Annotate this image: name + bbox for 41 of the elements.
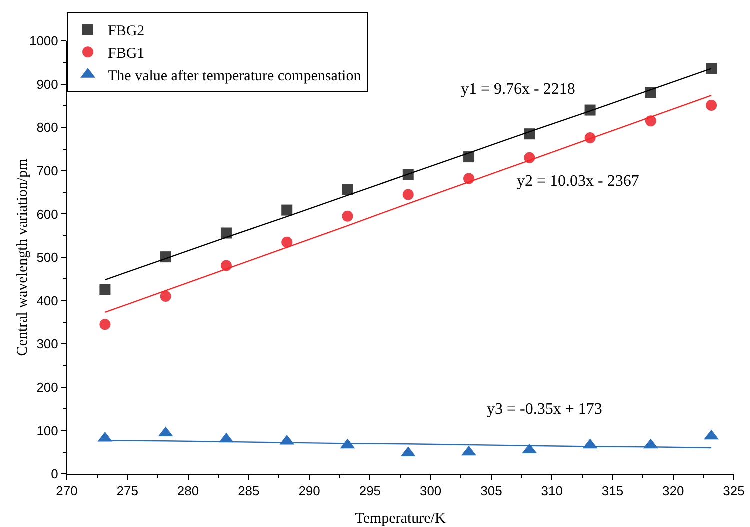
y-tick-label: 800	[36, 120, 58, 136]
y-tick-label: 600	[36, 206, 58, 222]
x-tick-label: 280	[177, 484, 200, 499]
x-tick-label: 290	[298, 484, 320, 499]
y-tick-label: 900	[36, 76, 58, 92]
x-axis-title: Temperature/K	[355, 511, 446, 527]
y-tick-label: 1000	[29, 34, 58, 49]
y-tick-label: 300	[36, 336, 58, 352]
x-tick-label: 270	[56, 484, 78, 499]
point	[402, 189, 414, 200]
point	[282, 236, 293, 248]
legend-label: The value after temperature compensation	[108, 68, 362, 85]
point	[706, 63, 718, 74]
x-tick-label: 325	[723, 484, 745, 499]
legend-label: FBG2	[108, 24, 145, 40]
x-tick-label: 300	[420, 484, 442, 499]
y-tick-label: 200	[36, 380, 58, 395]
x-tick-label: 285	[238, 484, 260, 499]
x-tick-label: 305	[480, 484, 502, 499]
x-tick-label: 275	[116, 484, 138, 499]
point	[100, 319, 111, 330]
legend-label: FBG1	[108, 46, 145, 62]
y-tick-label: 100	[36, 423, 58, 438]
y-tick-label: 0	[51, 466, 58, 482]
y-tick-label: 700	[36, 163, 58, 178]
point	[706, 100, 718, 112]
annotation: y1 = 9.76x - 2218	[461, 81, 576, 98]
y-tick-label: 400	[36, 293, 58, 308]
point	[342, 210, 354, 222]
annotation: y3 = -0.35x + 173	[487, 401, 602, 418]
x-tick-label: 320	[662, 484, 684, 499]
y-axis-title: Central wavelength variation/pm	[15, 158, 31, 356]
annotation: y2 = 10.03x - 2367	[517, 173, 640, 190]
point	[100, 284, 111, 296]
point	[342, 184, 354, 196]
x-tick-label: 315	[602, 484, 624, 499]
y-tick-label: 500	[36, 250, 58, 266]
x-tick-label: 310	[541, 484, 563, 499]
point	[160, 290, 172, 302]
point	[282, 204, 293, 216]
x-tick-label: 295	[359, 484, 382, 499]
